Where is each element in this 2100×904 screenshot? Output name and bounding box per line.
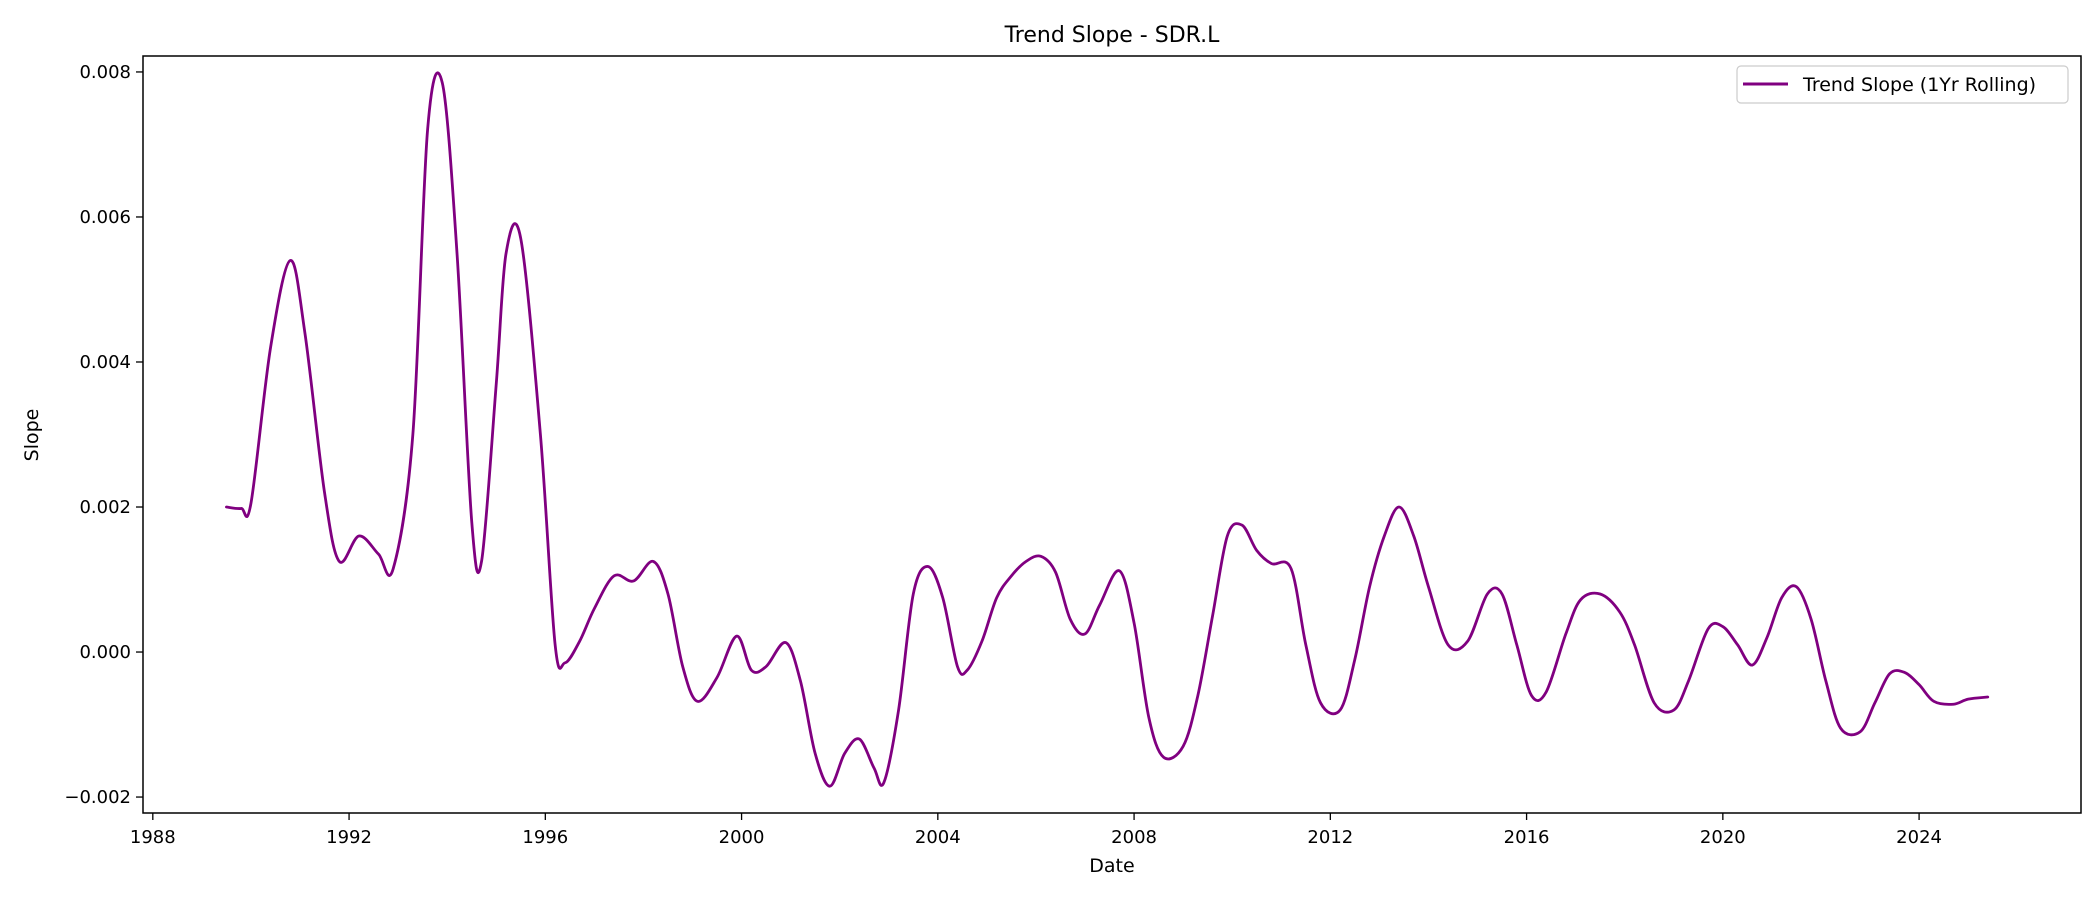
- x-tick-label: 1988: [130, 827, 176, 848]
- y-tick-label: 0.006: [79, 207, 131, 228]
- legend-box: [1736, 65, 2069, 104]
- x-axis-label: Date: [1089, 855, 1134, 877]
- x-tick-label: 2024: [1896, 827, 1942, 848]
- y-tick-label: 0.008: [79, 62, 131, 83]
- legend-label: Trend Slope (1Yr Rolling): [1802, 74, 2036, 96]
- series-lines: [225, 71, 1990, 788]
- y-axis-label: Slope: [21, 409, 43, 462]
- x-tick-label: 2000: [719, 827, 765, 848]
- x-tick-label: 2008: [1111, 827, 1157, 848]
- x-tick-label: 1996: [522, 827, 568, 848]
- x-tick-label: 2004: [915, 827, 961, 848]
- legend: Trend Slope (1Yr Rolling): [1736, 65, 2069, 104]
- chart-title: Trend Slope - SDR.L: [1004, 23, 1221, 48]
- x-tick-label: 2012: [1307, 827, 1353, 848]
- y-tick-label: 0.004: [79, 352, 131, 373]
- y-axis: −0.002 0.000 0.002 0.004 0.006 0.008: [64, 62, 143, 808]
- series-line: [225, 71, 1990, 788]
- x-tick-label: 2016: [1504, 827, 1550, 848]
- y-tick-label: −0.002: [64, 787, 131, 808]
- x-tick-label: 1992: [326, 827, 372, 848]
- x-axis: 1988 1992 1996 2000 2004 2008 2012 2016 2020 2024: [130, 813, 1942, 848]
- plot-area-frame: [142, 55, 2082, 814]
- x-tick-label: 2020: [1700, 827, 1746, 848]
- y-tick-label: 0.000: [79, 642, 131, 663]
- y-tick-label: 0.002: [79, 497, 131, 518]
